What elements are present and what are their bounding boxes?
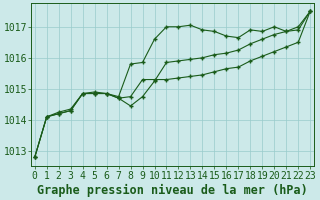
X-axis label: Graphe pression niveau de la mer (hPa): Graphe pression niveau de la mer (hPa) [37, 183, 308, 197]
